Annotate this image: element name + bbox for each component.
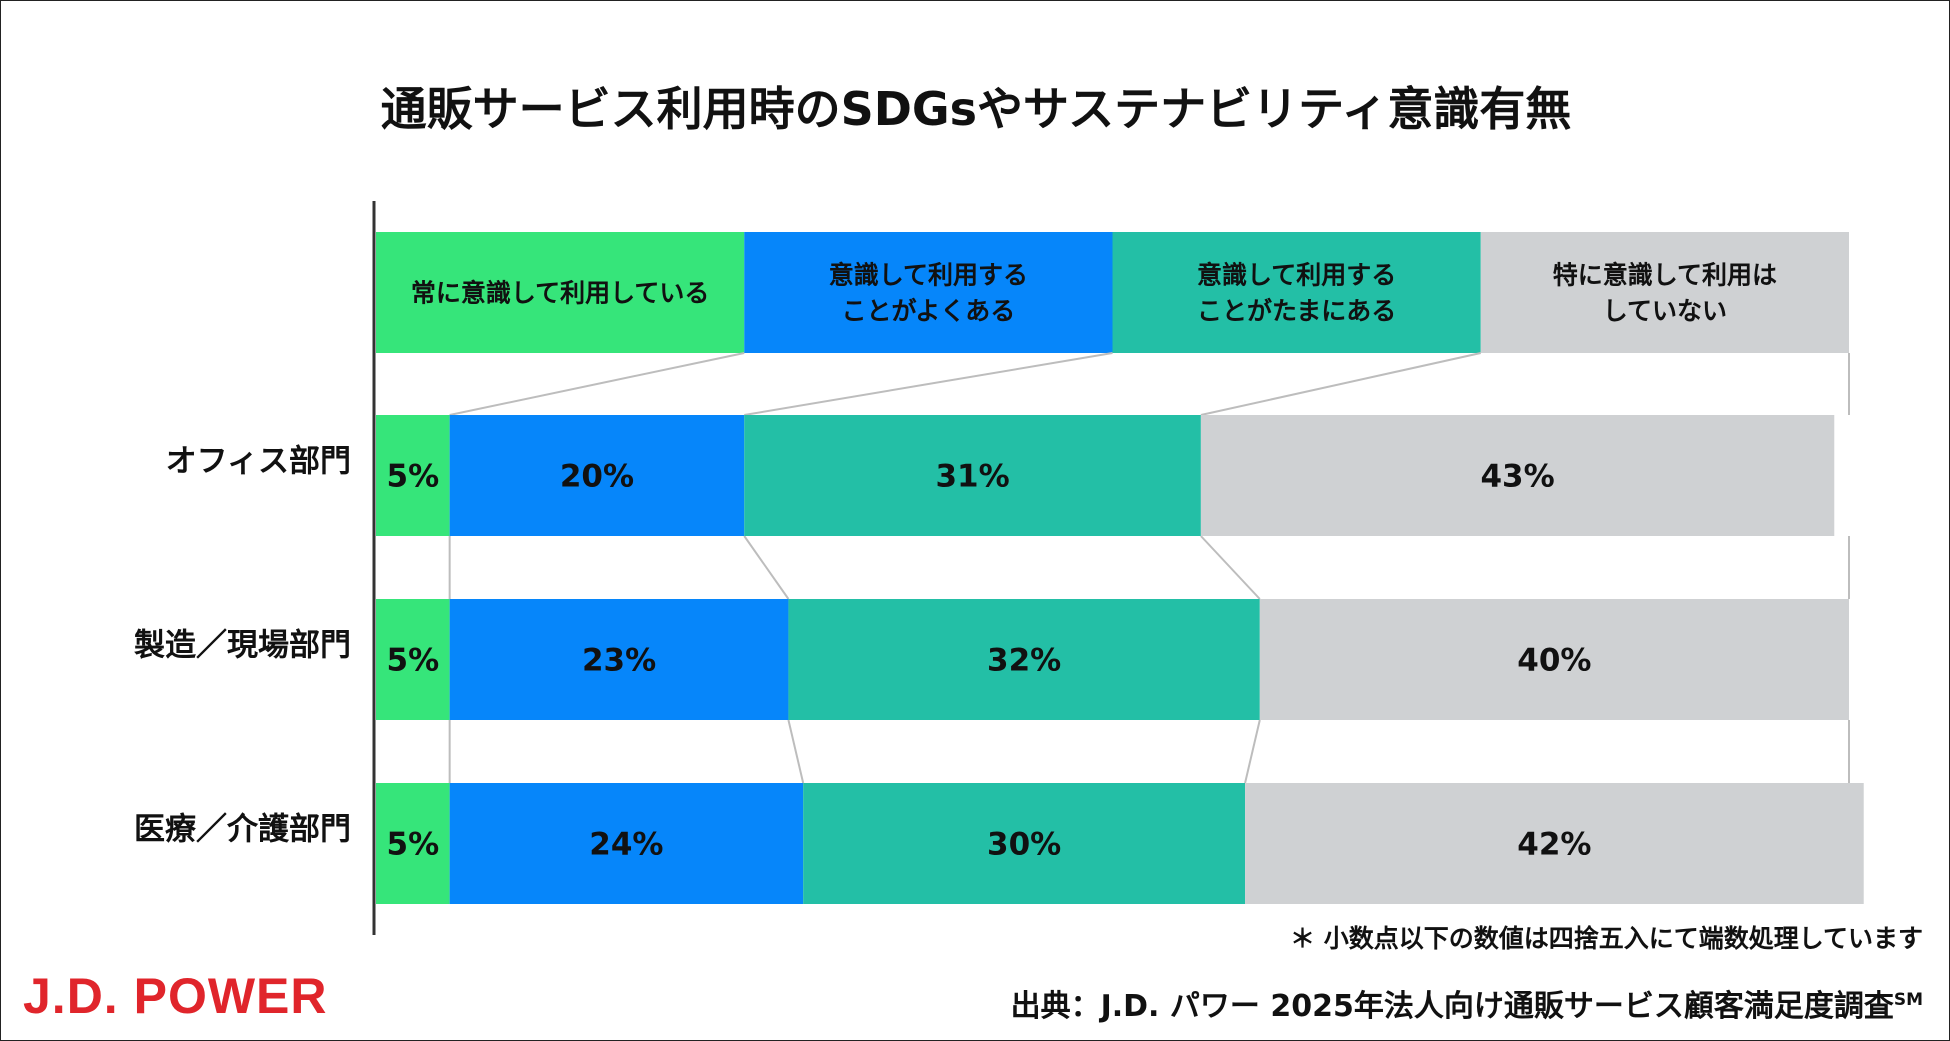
legend-swatch — [376, 232, 745, 353]
bar-segment — [449, 783, 804, 904]
bar-segment — [376, 415, 450, 536]
data-label: 5% — [387, 827, 440, 863]
data-label: 40% — [1517, 643, 1591, 679]
connector-line — [744, 352, 1113, 416]
data-label: 42% — [1517, 827, 1591, 863]
category-label: 医療／介護部門 — [134, 812, 351, 848]
data-label: 30% — [987, 827, 1061, 863]
bar-segment — [1245, 783, 1864, 904]
legend-label: 意識して利用する — [829, 261, 1028, 290]
category-label: オフィス部門 — [166, 444, 351, 480]
legend-label: 常に意識して利用している — [411, 279, 710, 308]
legend-label: ことがたまにある — [1197, 297, 1396, 326]
bar-segment — [788, 599, 1260, 720]
connector-line — [1200, 352, 1481, 416]
chart-title: 通販サービス利用時のSDGsやサステナビリティ意識有無 — [380, 82, 1572, 136]
legend-label: ことがよくある — [841, 297, 1015, 326]
service-mark: SM — [1893, 990, 1923, 1010]
legend-swatch — [1480, 232, 1849, 353]
connector-line — [1200, 535, 1261, 600]
bar-segment — [1200, 415, 1835, 536]
bar-segment — [1259, 599, 1849, 720]
bar-segment — [449, 599, 789, 720]
data-label: 31% — [935, 459, 1009, 495]
bar-segment — [803, 783, 1246, 904]
legend-swatch — [744, 232, 1113, 353]
connector-line — [449, 352, 745, 416]
data-label: 23% — [582, 643, 656, 679]
bar-segment — [744, 415, 1201, 536]
source-text: 出典：J.D. パワー 2025年法人向け通販サービス顧客満足度調査 — [1010, 989, 1894, 1024]
footnote: ＊ 小数点以下の数値は四捨五入にて端数処理しています — [1290, 924, 1923, 953]
data-label: 5% — [387, 459, 440, 495]
bar-segment — [376, 783, 450, 904]
bar-segment — [376, 599, 450, 720]
legend-label: 特に意識して利用は — [1553, 261, 1777, 290]
jd-power-logo: J.D. POWER — [23, 968, 328, 1024]
bar-segment — [449, 415, 745, 536]
data-label: 20% — [560, 459, 634, 495]
data-label: 5% — [387, 643, 440, 679]
source-credit: 出典：J.D. パワー 2025年法人向け通販サービス顧客満足度調査SM — [1011, 981, 1923, 1025]
connector-line — [787, 719, 805, 784]
legend-label: 意識して利用する — [1197, 261, 1396, 290]
data-label: 32% — [987, 643, 1061, 679]
connector-line — [743, 535, 790, 600]
category-label: 製造／現場部門 — [134, 628, 351, 664]
data-label: 24% — [589, 827, 663, 863]
connector-line — [1244, 719, 1261, 784]
legend-swatch — [1112, 232, 1481, 353]
legend-label: していない — [1603, 297, 1727, 326]
data-label: 43% — [1480, 459, 1554, 495]
